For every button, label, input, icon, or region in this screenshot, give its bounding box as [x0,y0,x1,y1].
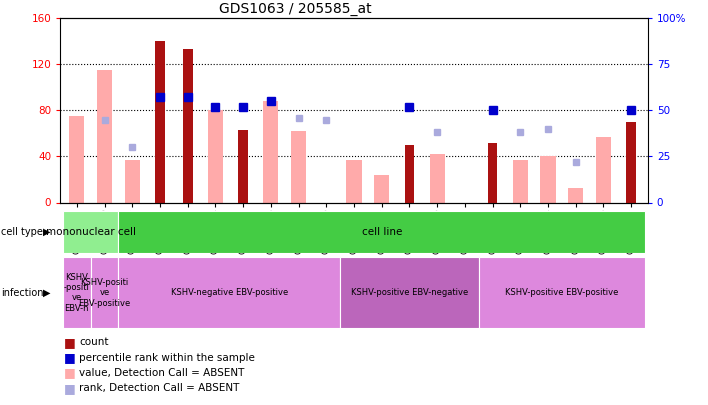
Bar [540,156,556,202]
Bar [183,49,193,202]
Bar [118,211,645,253]
Text: ■: ■ [64,382,76,395]
Bar [155,41,165,202]
Text: KSHV-positive EBV-positive: KSHV-positive EBV-positive [506,288,619,297]
Bar [627,122,636,202]
Bar [97,70,112,202]
Bar [346,160,362,202]
Text: count: count [79,337,109,347]
Text: ▶: ▶ [42,227,50,237]
Bar [63,211,118,253]
Text: KSHV-negative EBV-positive: KSHV-negative EBV-positive [171,288,288,297]
Bar [69,116,84,202]
Bar [488,143,498,202]
Text: infection: infection [1,288,43,298]
Bar [568,188,583,202]
Text: ■: ■ [64,336,76,349]
Title: GDS1063 / 205585_at: GDS1063 / 205585_at [219,2,372,16]
Bar [404,145,414,202]
Text: mononuclear cell: mononuclear cell [46,227,136,237]
Text: KSHV
-positi
ve
EBV-n: KSHV -positi ve EBV-n [64,273,90,313]
Bar [340,257,479,328]
Text: KSHV-positi
ve
EBV-positive: KSHV-positi ve EBV-positive [79,278,131,307]
Text: ■: ■ [64,367,76,379]
Bar [596,137,611,202]
Text: rank, Detection Call = ABSENT: rank, Detection Call = ABSENT [79,384,240,393]
Bar [374,175,389,202]
Text: value, Detection Call = ABSENT: value, Detection Call = ABSENT [79,368,245,378]
Text: percentile rank within the sample: percentile rank within the sample [79,353,255,362]
Bar [207,111,223,202]
Bar [239,130,248,202]
Bar [91,257,118,328]
Bar [430,154,445,202]
Bar [118,257,340,328]
Bar [291,131,306,202]
Bar [125,160,140,202]
Bar [513,160,528,202]
Bar [479,257,645,328]
Text: cell line: cell line [362,227,402,237]
Text: cell type: cell type [1,227,42,237]
Text: KSHV-positive EBV-negative: KSHV-positive EBV-negative [350,288,468,297]
Bar [263,101,278,202]
Text: ▶: ▶ [42,288,50,298]
Bar [63,257,91,328]
Text: ■: ■ [64,351,76,364]
